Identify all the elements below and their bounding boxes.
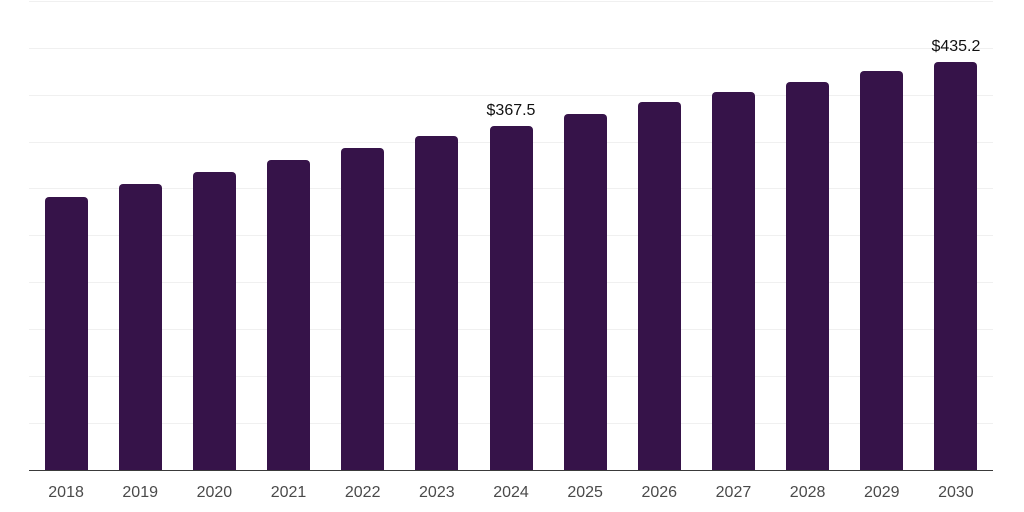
bar-2023 [415, 135, 459, 470]
bar-2022 [341, 148, 385, 470]
x-tick-label-2021: 2021 [270, 484, 307, 501]
x-tick-label-2019: 2019 [122, 484, 158, 501]
bar-2018 [44, 196, 88, 470]
x-tick-label-2026: 2026 [641, 484, 678, 501]
x-tick-label-2024: 2024 [493, 484, 529, 501]
bar-2026 [637, 102, 681, 470]
x-tick-label-2025: 2025 [567, 484, 603, 501]
bar-2030 [934, 62, 978, 470]
plot-area: $367.5 $435.2 [29, 0, 993, 471]
value-label-2024: $367.5 [486, 101, 536, 119]
gridline-450 [29, 47, 993, 49]
gridline-400 [29, 94, 993, 96]
bar-2029 [860, 71, 904, 470]
value-label-2030: $435.2 [931, 38, 981, 56]
bar-2020 [192, 172, 236, 470]
bar-2021 [267, 160, 311, 470]
x-tick-label-2029: 2029 [863, 484, 900, 501]
bar-2024 [489, 125, 533, 470]
x-tick-label-2022: 2022 [344, 484, 381, 501]
bar-2019 [118, 184, 162, 470]
bar-2027 [711, 91, 755, 470]
x-tick-label-2020: 2020 [196, 484, 233, 501]
x-tick-label-2018: 2018 [48, 484, 84, 501]
x-tick-label-2028: 2028 [789, 484, 826, 501]
x-tick-label-2030: 2030 [938, 484, 974, 501]
x-tick-label-2027: 2027 [715, 484, 752, 501]
gridline-500 [29, 1, 993, 2]
bar-2028 [786, 81, 830, 470]
bar-2025 [563, 114, 607, 470]
x-tick-label-2023: 2023 [419, 484, 455, 501]
x-axis-labels: 2018 2019 2020 2021 2022 2023 2024 2025 2026 2027… [29, 484, 993, 504]
